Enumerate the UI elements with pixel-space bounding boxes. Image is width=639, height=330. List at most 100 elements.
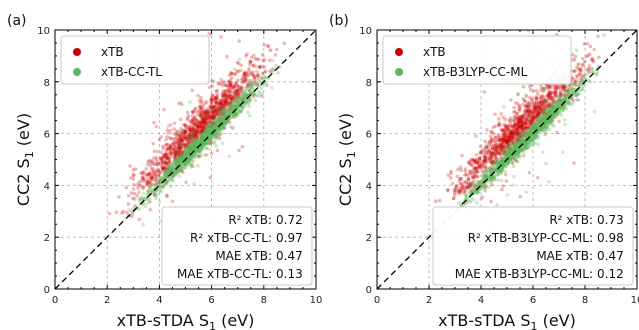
data-point bbox=[546, 108, 551, 112]
data-point bbox=[539, 127, 544, 131]
data-point bbox=[185, 154, 190, 159]
data-point bbox=[516, 116, 521, 121]
data-point bbox=[549, 91, 553, 96]
data-point bbox=[199, 117, 204, 121]
data-point bbox=[168, 144, 172, 148]
data-point bbox=[254, 81, 258, 85]
data-point bbox=[492, 146, 496, 151]
data-point bbox=[124, 185, 129, 190]
data-point bbox=[180, 169, 184, 173]
data-point bbox=[468, 170, 472, 174]
data-point bbox=[525, 133, 530, 138]
data-point bbox=[545, 126, 549, 130]
data-point bbox=[198, 139, 203, 144]
data-point bbox=[505, 162, 510, 166]
data-point bbox=[491, 151, 496, 155]
data-point bbox=[497, 146, 501, 150]
data-point bbox=[210, 109, 215, 114]
data-point bbox=[487, 148, 492, 152]
data-point bbox=[159, 162, 163, 167]
data-point bbox=[120, 211, 124, 215]
data-point bbox=[212, 134, 216, 139]
data-point bbox=[227, 100, 232, 105]
data-point bbox=[544, 113, 549, 118]
data-point bbox=[561, 86, 566, 90]
data-point bbox=[516, 134, 520, 139]
data-point bbox=[244, 86, 248, 90]
data-point bbox=[533, 107, 538, 111]
data-point bbox=[498, 152, 502, 156]
data-point bbox=[220, 106, 225, 111]
data-point bbox=[490, 161, 495, 166]
data-point bbox=[501, 149, 506, 154]
data-point bbox=[541, 119, 546, 123]
data-point bbox=[539, 119, 544, 124]
data-point bbox=[188, 145, 192, 149]
data-point bbox=[208, 132, 212, 136]
data-point bbox=[524, 132, 528, 137]
data-point bbox=[217, 136, 222, 141]
data-point bbox=[489, 168, 493, 172]
data-point bbox=[141, 178, 145, 183]
data-point bbox=[200, 130, 204, 134]
data-point bbox=[141, 185, 145, 189]
data-point bbox=[487, 168, 491, 173]
data-point bbox=[218, 116, 222, 121]
data-point bbox=[530, 118, 535, 122]
data-point bbox=[209, 97, 213, 102]
data-point bbox=[527, 131, 531, 136]
data-point bbox=[513, 145, 518, 150]
data-point bbox=[165, 164, 170, 169]
data-point bbox=[589, 57, 594, 62]
data-point bbox=[271, 68, 276, 73]
data-point bbox=[213, 125, 217, 129]
data-point bbox=[177, 153, 181, 158]
data-point bbox=[201, 118, 205, 123]
data-point bbox=[496, 142, 501, 147]
data-point bbox=[231, 85, 236, 90]
data-point bbox=[172, 170, 177, 175]
data-point bbox=[485, 172, 490, 177]
data-point bbox=[236, 95, 240, 99]
data-point bbox=[177, 155, 182, 160]
data-point bbox=[477, 164, 482, 169]
data-point bbox=[514, 122, 519, 126]
data-point bbox=[541, 125, 545, 129]
data-point bbox=[210, 127, 215, 132]
data-point bbox=[522, 139, 527, 143]
data-point bbox=[464, 181, 468, 185]
data-point bbox=[566, 101, 570, 106]
data-point bbox=[218, 117, 222, 121]
data-point bbox=[520, 131, 525, 135]
data-point bbox=[534, 112, 539, 116]
data-point bbox=[246, 98, 250, 103]
data-point bbox=[530, 123, 535, 128]
data-point bbox=[200, 146, 204, 150]
data-point bbox=[182, 165, 186, 169]
data-point bbox=[230, 107, 234, 111]
data-point bbox=[189, 133, 194, 138]
data-point bbox=[215, 101, 220, 106]
data-point bbox=[529, 129, 533, 133]
data-point bbox=[278, 65, 282, 69]
data-point bbox=[480, 180, 484, 185]
data-point bbox=[560, 105, 564, 109]
data-point bbox=[170, 151, 174, 155]
data-point bbox=[117, 195, 121, 199]
data-point bbox=[201, 120, 205, 125]
data-point bbox=[552, 108, 556, 112]
data-point bbox=[182, 152, 186, 156]
data-point bbox=[513, 133, 518, 137]
data-point bbox=[205, 124, 210, 129]
data-point bbox=[241, 74, 246, 78]
data-point bbox=[587, 78, 592, 83]
data-point bbox=[199, 124, 204, 128]
data-point bbox=[175, 132, 179, 137]
data-point bbox=[521, 138, 525, 142]
data-point bbox=[532, 124, 536, 128]
data-point bbox=[459, 182, 464, 186]
y-tick-label: 10 bbox=[359, 26, 372, 37]
data-point bbox=[153, 172, 157, 176]
data-point bbox=[494, 161, 498, 165]
data-point bbox=[473, 184, 477, 188]
